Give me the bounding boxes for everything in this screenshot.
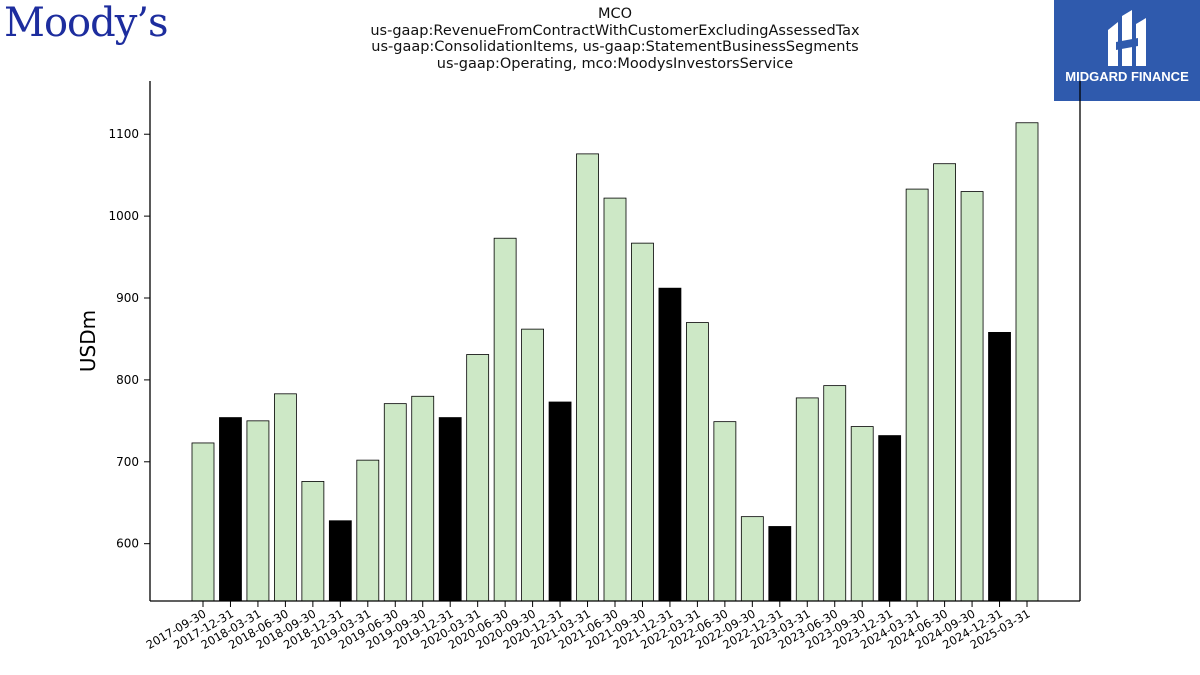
bar — [740, 516, 764, 602]
bar — [823, 385, 847, 602]
chart-title-line: us-gaap:Operating, mco:MoodysInvestorsSe… — [436, 55, 794, 72]
bar — [576, 153, 599, 602]
midgard-logo-text: MIDGARD FINANCE — [1065, 69, 1189, 84]
bar — [438, 417, 462, 602]
bar — [301, 481, 325, 602]
bar — [219, 417, 242, 602]
bar — [686, 322, 709, 602]
bar — [493, 237, 517, 602]
y-axis-label: USDm — [76, 310, 100, 372]
y-tick-label: 600 — [116, 537, 139, 551]
bar — [1015, 122, 1039, 602]
bar — [713, 421, 737, 602]
bar — [273, 393, 297, 602]
moodys-logo: Moody’s — [4, 0, 169, 46]
y-tick-label: 700 — [116, 455, 139, 469]
bar — [878, 435, 902, 602]
chart-title-line: us-gaap:ConsolidationItems, us-gaap:Stat… — [371, 39, 859, 55]
bar — [988, 331, 1011, 602]
bar — [768, 526, 792, 602]
bar — [191, 442, 215, 602]
bar — [960, 191, 984, 602]
y-tick-label: 900 — [116, 291, 139, 305]
bar — [850, 426, 874, 602]
y-tick-label: 1100 — [108, 127, 139, 141]
bar — [411, 395, 435, 602]
bar — [521, 328, 544, 602]
bar — [328, 520, 352, 602]
bar — [905, 188, 929, 602]
chart-title-line: us-gaap:RevenueFromContractWithCustomerE… — [370, 22, 860, 39]
bar — [548, 401, 572, 602]
bar — [466, 354, 490, 602]
y-tick-label: 800 — [116, 373, 139, 387]
bar — [658, 287, 682, 602]
bar — [933, 163, 956, 602]
chart-title-line: MCO — [597, 6, 633, 22]
midgard-finance-logo: MIDGARD FINANCE — [1054, 0, 1200, 101]
y-tick-label: 1000 — [108, 209, 139, 223]
bar — [795, 397, 819, 602]
chart-title: MCO us-gaap:RevenueFromContractWithCusto… — [330, 6, 900, 72]
bar — [246, 420, 270, 602]
bar — [603, 197, 627, 602]
bar — [631, 242, 654, 602]
bar — [383, 403, 407, 602]
bar — [356, 459, 380, 602]
midgard-mark-icon — [1108, 10, 1146, 66]
